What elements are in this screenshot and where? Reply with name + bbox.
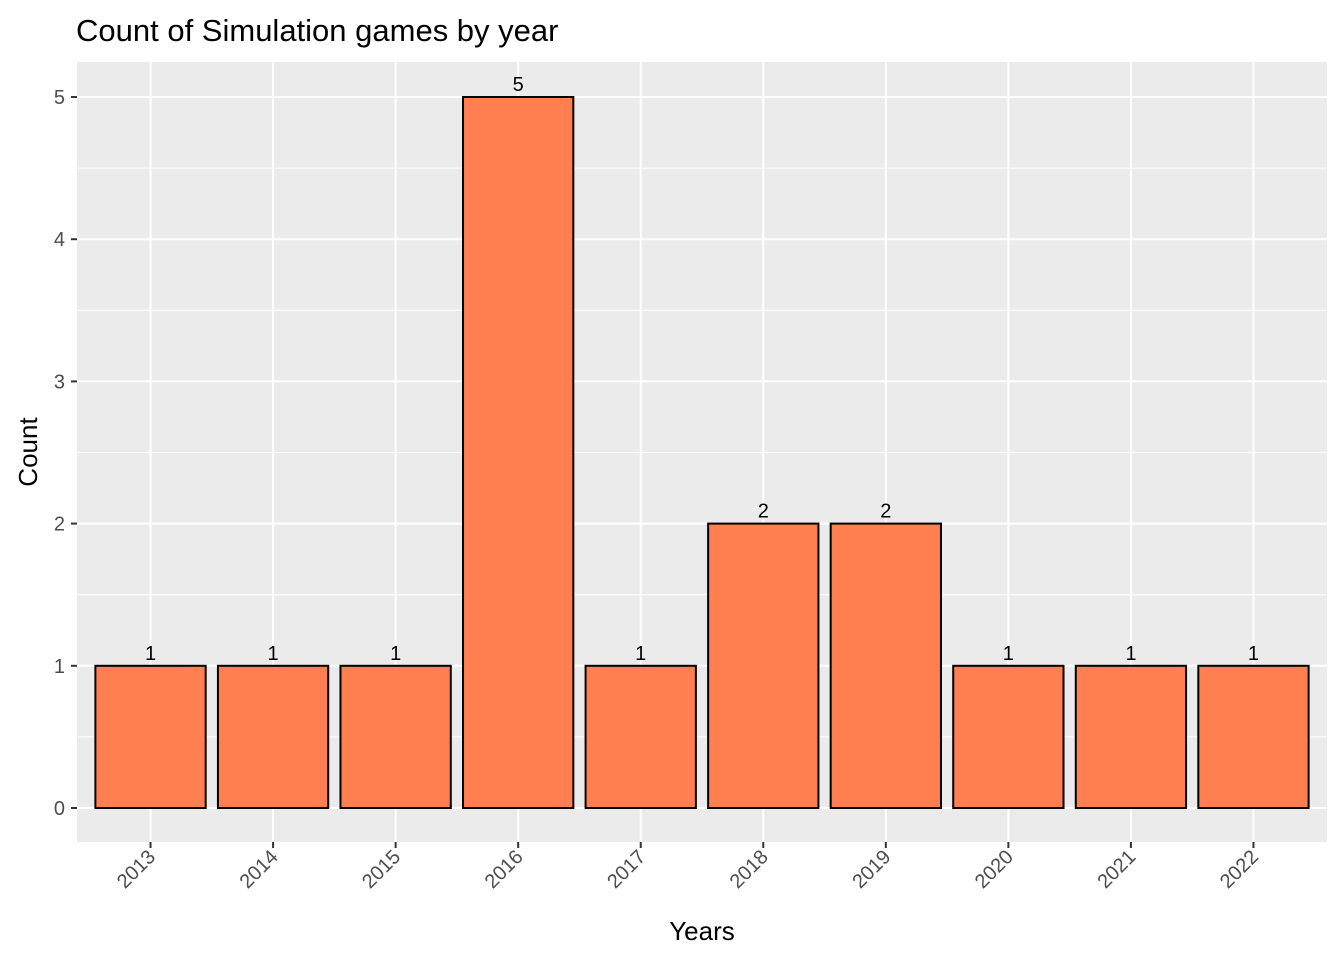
data-label: 2 — [880, 501, 891, 523]
bar — [339, 664, 452, 809]
y-tick-label: 1 — [54, 656, 65, 678]
y-tick-label: 0 — [54, 798, 65, 820]
data-label: 1 — [1125, 643, 1136, 665]
data-label: 1 — [635, 643, 646, 665]
x-axis-title: Years — [669, 916, 735, 946]
x-tick-label: 2022 — [1216, 846, 1263, 893]
x-tick-label: 2014 — [236, 846, 283, 893]
data-label: 1 — [390, 643, 401, 665]
x-tick-label: 2018 — [726, 846, 773, 893]
bar — [94, 664, 207, 809]
data-label: 1 — [268, 643, 279, 665]
y-axis: 0 1 2 3 4 5 — [54, 87, 77, 820]
chart-title: Count of Simulation games by year — [76, 13, 558, 48]
data-label: 1 — [1248, 643, 1259, 665]
x-tick-label: 2021 — [1093, 846, 1140, 893]
bar — [952, 664, 1065, 809]
y-tick-label: 4 — [54, 229, 65, 251]
bar — [1197, 664, 1310, 809]
bars: 1 1 1 5 1 2 2 1 1 1 — [94, 74, 1310, 809]
y-tick-label: 5 — [54, 87, 65, 109]
x-tick-label: 2016 — [481, 846, 528, 893]
bar — [462, 96, 575, 809]
bar — [584, 664, 697, 809]
y-axis-title: Count — [13, 417, 43, 487]
x-tick-label: 2017 — [603, 846, 650, 893]
x-tick-label: 2015 — [358, 846, 405, 893]
y-tick-label: 2 — [54, 514, 65, 536]
x-tick-label: 2019 — [848, 846, 895, 893]
bar — [216, 664, 330, 809]
y-tick-label: 3 — [54, 371, 65, 393]
data-label: 1 — [1003, 643, 1014, 665]
bar — [707, 522, 820, 809]
data-label: 5 — [513, 74, 524, 96]
data-label: 1 — [145, 643, 156, 665]
bar — [1074, 664, 1188, 809]
bar — [829, 522, 942, 809]
x-axis: 2013 2014 2015 2016 2017 2018 2019 2020 2021 2022 — [113, 842, 1263, 893]
data-label: 2 — [758, 501, 769, 523]
x-tick-label: 2020 — [971, 846, 1018, 893]
x-tick-label: 2013 — [113, 846, 160, 893]
